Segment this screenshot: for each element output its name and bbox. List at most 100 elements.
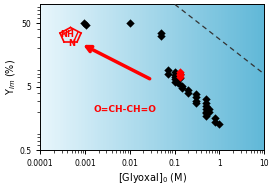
- Bar: [100, 4, 102, 150]
- Bar: [160, 4, 161, 150]
- Bar: [155, 4, 157, 150]
- Point: [172, 76, 177, 79]
- Point: [165, 69, 170, 72]
- Bar: [143, 4, 145, 150]
- Point: [127, 22, 132, 25]
- Bar: [60, 4, 61, 150]
- Bar: [209, 4, 210, 150]
- Bar: [189, 4, 191, 150]
- Bar: [206, 4, 207, 150]
- Bar: [260, 4, 261, 150]
- Bar: [70, 4, 72, 150]
- Bar: [201, 4, 203, 150]
- Bar: [99, 4, 100, 150]
- Bar: [200, 4, 201, 150]
- Bar: [90, 4, 91, 150]
- Bar: [85, 4, 87, 150]
- Bar: [106, 4, 107, 150]
- Bar: [218, 4, 219, 150]
- Bar: [230, 4, 231, 150]
- Bar: [116, 4, 118, 150]
- Bar: [67, 4, 69, 150]
- Point: [165, 72, 170, 75]
- Bar: [233, 4, 234, 150]
- Bar: [192, 4, 194, 150]
- Bar: [103, 4, 105, 150]
- Bar: [227, 4, 228, 150]
- Bar: [93, 4, 94, 150]
- Bar: [133, 4, 134, 150]
- Point: [194, 101, 198, 104]
- Bar: [215, 4, 216, 150]
- Point: [194, 93, 198, 96]
- Bar: [55, 4, 57, 150]
- Point: [213, 116, 217, 119]
- Bar: [203, 4, 204, 150]
- Bar: [139, 4, 140, 150]
- Bar: [204, 4, 206, 150]
- Bar: [72, 4, 73, 150]
- Bar: [118, 4, 119, 150]
- Point: [176, 81, 180, 84]
- Point: [84, 23, 88, 26]
- Bar: [255, 4, 257, 150]
- Bar: [82, 4, 84, 150]
- Bar: [61, 4, 63, 150]
- Bar: [237, 4, 239, 150]
- Bar: [164, 4, 166, 150]
- Point: [159, 35, 163, 38]
- Bar: [174, 4, 176, 150]
- Point: [177, 72, 182, 75]
- Bar: [94, 4, 96, 150]
- Bar: [107, 4, 109, 150]
- Bar: [261, 4, 263, 150]
- Bar: [102, 4, 103, 150]
- Bar: [222, 4, 224, 150]
- Bar: [109, 4, 110, 150]
- Bar: [197, 4, 198, 150]
- Point: [177, 70, 182, 74]
- Bar: [79, 4, 81, 150]
- Bar: [151, 4, 152, 150]
- Bar: [254, 4, 255, 150]
- Point: [172, 74, 177, 77]
- Bar: [145, 4, 146, 150]
- Point: [204, 108, 208, 111]
- Point: [172, 80, 177, 83]
- Bar: [105, 4, 106, 150]
- Bar: [52, 4, 54, 150]
- Bar: [243, 4, 245, 150]
- Bar: [263, 4, 264, 150]
- Bar: [154, 4, 155, 150]
- Bar: [136, 4, 137, 150]
- Point: [177, 73, 182, 76]
- Bar: [228, 4, 230, 150]
- Bar: [180, 4, 182, 150]
- Point: [159, 32, 163, 35]
- Bar: [258, 4, 260, 150]
- Bar: [188, 4, 189, 150]
- Bar: [246, 4, 248, 150]
- Bar: [248, 4, 249, 150]
- Bar: [134, 4, 136, 150]
- Bar: [40, 4, 42, 150]
- Bar: [168, 4, 170, 150]
- Bar: [75, 4, 76, 150]
- Point: [207, 108, 212, 111]
- Bar: [194, 4, 195, 150]
- Bar: [242, 4, 243, 150]
- Bar: [161, 4, 163, 150]
- Bar: [76, 4, 78, 150]
- Bar: [236, 4, 237, 150]
- Bar: [183, 4, 185, 150]
- Bar: [146, 4, 148, 150]
- Bar: [216, 4, 218, 150]
- Point: [172, 70, 177, 74]
- Point: [177, 76, 182, 79]
- Bar: [54, 4, 55, 150]
- Point: [204, 115, 208, 118]
- Point: [213, 120, 217, 123]
- Bar: [63, 4, 64, 150]
- Y-axis label: Y$_{Im}$ (%): Y$_{Im}$ (%): [4, 59, 18, 95]
- Bar: [88, 4, 90, 150]
